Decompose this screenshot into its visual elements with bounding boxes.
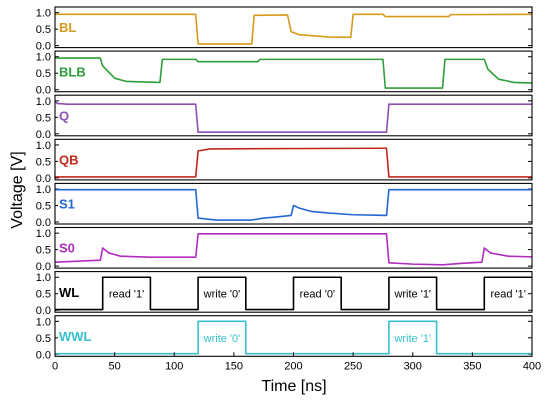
x-tick-label: 100 [165,360,183,372]
x-tick-label: 150 [225,360,243,372]
x-tick-label: 50 [109,360,121,372]
y-tick-label: 0.0 [36,41,51,53]
series-label-bg [58,152,80,168]
series-label-qb: QB [59,152,79,167]
panel-wl: 0.0 0.5 1.0 WL [36,271,533,317]
annotation-bg [391,287,434,302]
y-tick-label: 0.5 [36,201,51,213]
panel-frame [54,138,533,181]
x-tick-label: 0 [52,360,58,372]
y-tick-label: 1.0 [36,316,51,328]
y-tick-label: 0.5 [36,156,51,168]
annotation-bg [200,331,243,346]
series-line-wl [55,276,532,311]
annotation-bg [106,287,147,302]
series-label-bg [58,328,93,344]
y-tick-label: 0.0 [36,217,51,229]
series-label-bg [58,64,87,80]
y-tick-label: 1.0 [36,184,51,196]
panel-blb: 0.0 0.5 1.0 BLB [36,50,533,97]
panel-frame [54,315,533,357]
annotation-label: write '1' [393,289,431,301]
y-tick-label: 0.5 [36,68,51,80]
y-tick-label: 1.0 [36,8,51,20]
series-label-bg [58,20,78,36]
panel-frame [54,271,533,313]
x-tick-label: 200 [284,360,302,372]
panel-s1: 0.0 0.5 1.0 S1 [36,182,533,229]
series-label-bg [58,196,76,212]
y-tick-label: 0.5 [36,245,51,257]
series-label-wwl: WWL [59,329,92,344]
y-tick-label: 0.0 [36,173,51,185]
x-axis-title: Time [ns] [261,378,326,395]
panel-wwl: 0.0 0.5 1.0 WWL [36,315,533,361]
x-tick-label: 350 [463,360,481,372]
annotation-label: write '1' [393,333,431,345]
panel-q: 0.0 0.5 1.0 Q [36,94,533,141]
y-tick-label: 1.0 [36,228,51,240]
y-tick-label: 0.0 [36,349,51,361]
panel-frame [54,182,533,225]
series-label-bg [58,240,76,256]
y-tick-label: 0.5 [36,24,51,36]
series-label-blb: BLB [59,64,86,79]
y-tick-label: 1.0 [36,52,51,64]
annotation-label: read '0' [300,289,335,301]
series-label-s1: S1 [59,197,75,212]
annotation-label: read '1' [109,289,144,301]
y-tick-label: 1.0 [36,96,51,108]
annotation-label: write '0' [203,333,241,345]
series-label-bg [58,284,81,300]
series-line-qb [55,147,532,178]
y-tick-label: 0.0 [36,261,51,273]
annotation-label: read '1' [490,289,525,301]
y-tick-label: 0.5 [36,112,51,124]
series-label-q: Q [59,108,69,123]
x-tick-label: 400 [523,360,541,372]
y-axis-title: Voltage [V] [9,151,26,228]
series-line-bl [55,13,533,45]
panel-frame [54,6,533,49]
panel-frame [54,50,533,93]
series-label-s0: S0 [59,241,75,256]
y-tick-label: 1.0 [36,272,51,284]
annotation-label: write '0' [203,289,241,301]
series-label-wl: WL [59,285,79,300]
y-tick-label: 0.5 [36,289,51,301]
annotation-bg [391,331,434,346]
panel-s0: 0.0 0.5 1.0 S0 [36,226,533,273]
y-tick-label: 0.0 [36,305,51,317]
panel-frame [54,226,533,269]
annotation-bg [297,287,338,302]
panel-qb: 0.0 0.5 1.0 QB [36,138,533,185]
series-line-s0 [54,233,533,266]
y-tick-label: 0.5 [36,333,51,345]
x-tick-label: 300 [404,360,422,372]
y-tick-label: 0.0 [36,85,51,97]
panel-frame [54,94,533,137]
series-line-blb [55,57,533,89]
annotation-bg [200,287,243,302]
series-label-bg [58,108,71,124]
series-line-s1 [55,188,532,221]
y-tick-label: 1.0 [36,140,51,152]
annotation-bg [488,287,528,302]
panel-bl: 0.0 0.5 1.0 BL [36,6,533,53]
series-line-wwl [55,320,532,355]
series-label-bl: BL [59,20,76,35]
series-line-q [54,100,532,133]
x-tick-label: 250 [344,360,362,372]
y-tick-label: 0.0 [36,129,51,141]
